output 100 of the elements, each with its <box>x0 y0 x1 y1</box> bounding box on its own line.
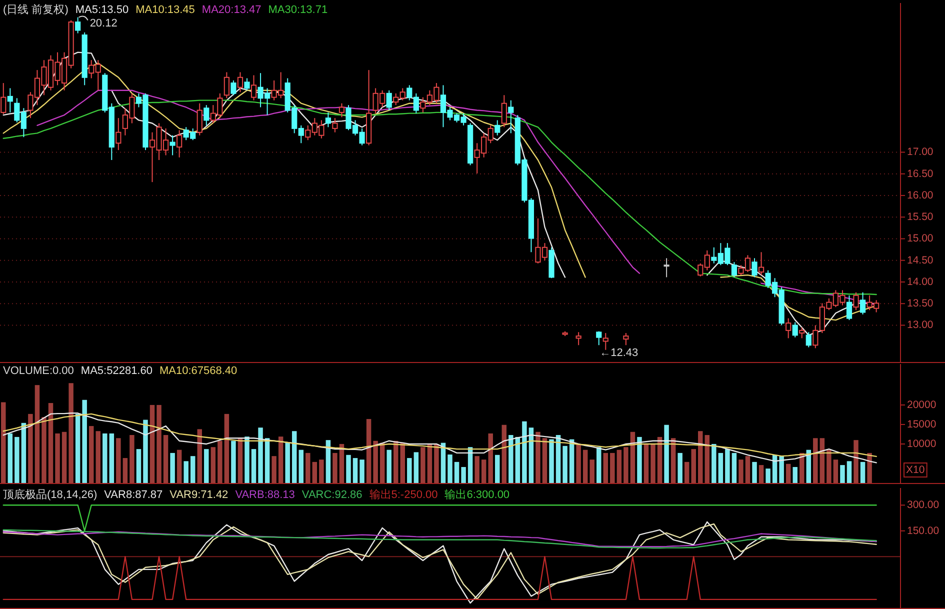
chart-title: VOLUME:0.00 <box>3 365 74 377</box>
y-tick-label: 14.50 <box>907 254 934 266</box>
bar <box>616 450 622 483</box>
bar <box>454 462 460 483</box>
bar <box>400 442 405 483</box>
bar <box>143 420 148 483</box>
bar <box>116 438 121 483</box>
bar <box>434 444 439 483</box>
bar <box>508 435 514 483</box>
y-tick-label: 20000 <box>907 398 936 411</box>
bar <box>272 456 276 483</box>
bar <box>326 440 331 483</box>
bar <box>766 468 770 483</box>
bar <box>34 385 40 483</box>
y-tick-label: 300.00 <box>907 499 940 512</box>
y-tick-label: 16.00 <box>907 189 934 202</box>
bar <box>867 452 872 483</box>
bar <box>678 452 682 483</box>
bar <box>1 402 6 483</box>
bar <box>630 432 636 483</box>
text: MA5:52281.60 <box>80 365 152 377</box>
text: MA10:13.45 <box>136 4 195 16</box>
bar <box>603 452 608 483</box>
text: VARB:88.13 <box>235 489 295 501</box>
bar <box>657 436 662 483</box>
bar <box>495 454 500 483</box>
bar <box>515 436 520 483</box>
bar <box>28 414 33 483</box>
bar <box>704 435 710 483</box>
bar <box>150 404 155 483</box>
text: VARC:92.86 <box>302 489 362 501</box>
y-tick-label: 15.00 <box>907 232 934 245</box>
candlestick <box>664 258 670 278</box>
bar <box>373 440 378 483</box>
bar <box>298 450 304 483</box>
bar <box>21 422 26 483</box>
bar <box>285 442 290 483</box>
bar <box>8 433 13 483</box>
bar <box>732 452 737 483</box>
bar <box>332 452 338 483</box>
bar <box>278 436 284 483</box>
bar <box>130 435 134 483</box>
bar <box>738 460 744 483</box>
bar <box>786 464 791 483</box>
bar <box>197 429 202 483</box>
bar <box>691 449 696 483</box>
bar <box>854 440 858 483</box>
y-tick-label: 16.50 <box>907 168 934 180</box>
bar <box>758 465 764 483</box>
bar <box>813 438 818 483</box>
annotation: ←12.43 <box>600 346 638 359</box>
bar <box>420 447 426 483</box>
bar <box>474 456 480 483</box>
bar <box>846 461 852 483</box>
bar <box>488 433 493 483</box>
bar <box>163 435 168 483</box>
y-tick-label: 13.00 <box>907 319 934 332</box>
y-tick-label: 17.00 <box>907 146 934 158</box>
y-tick-label: 15000 <box>907 418 936 430</box>
bar <box>461 467 466 483</box>
bar <box>725 449 730 483</box>
bar <box>502 424 507 483</box>
candlestick <box>170 134 176 156</box>
bar <box>366 419 372 483</box>
bar <box>670 438 676 483</box>
bar <box>407 458 412 483</box>
bar <box>840 465 845 483</box>
annotation: 20.12 <box>90 17 118 30</box>
chart-title: 顶底极品(18,14,26) <box>3 488 98 501</box>
bar <box>427 444 432 483</box>
bar <box>712 444 716 483</box>
bar <box>292 431 297 483</box>
bar <box>414 452 419 483</box>
bar <box>562 446 568 483</box>
bar <box>624 447 628 483</box>
bar <box>258 428 263 483</box>
bar <box>319 460 324 483</box>
bar <box>536 432 540 483</box>
y-tick-label: 10000 <box>907 438 936 450</box>
bar <box>224 414 230 483</box>
bar <box>596 447 602 483</box>
bar <box>752 462 757 483</box>
bar <box>190 456 196 483</box>
bar <box>55 433 60 483</box>
bar <box>637 436 642 483</box>
bar <box>88 426 94 483</box>
bar <box>264 438 270 483</box>
text: MA30:13.71 <box>268 4 328 16</box>
bar <box>346 454 351 483</box>
bar <box>68 383 74 483</box>
bar <box>42 417 46 483</box>
candlestick <box>7 88 13 113</box>
y-tick-label: 150.00 <box>907 524 940 537</box>
bar <box>698 431 703 483</box>
bar <box>75 414 80 483</box>
bar <box>339 444 344 483</box>
bar <box>644 444 649 483</box>
bar <box>204 449 209 483</box>
bar <box>386 450 392 483</box>
bar <box>231 440 236 483</box>
